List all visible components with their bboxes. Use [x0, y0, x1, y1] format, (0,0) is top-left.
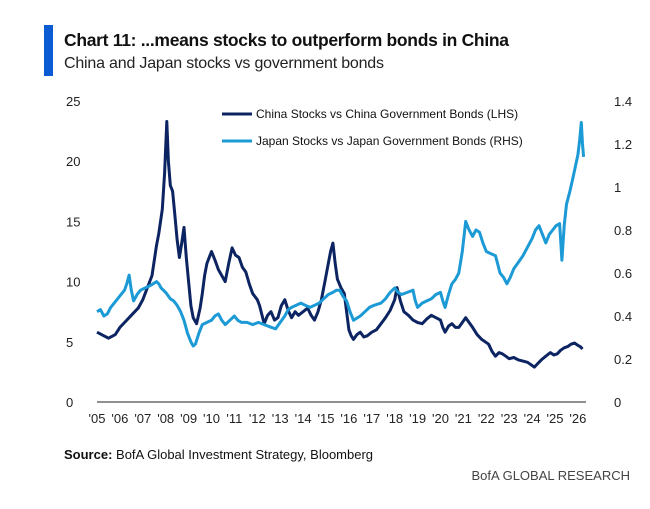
x-tick-label: '15 [318, 411, 335, 426]
x-tick-label: '26 [569, 411, 586, 426]
x-tick-label: '20 [432, 411, 449, 426]
left-y-tick-label: 20 [66, 154, 80, 169]
right-y-tick-label: 0.8 [614, 223, 632, 238]
x-tick-label: '25 [547, 411, 564, 426]
x-tick-label: '23 [501, 411, 518, 426]
x-tick-label: '08 [157, 411, 174, 426]
left-y-tick-label: 10 [66, 275, 80, 290]
chart-subtitle: China and Japan stocks vs government bon… [64, 55, 384, 72]
x-tick-label: '22 [478, 411, 495, 426]
x-tick-label: '05 [89, 411, 106, 426]
chart-title: Chart 11: ...means stocks to outperform … [64, 30, 509, 50]
legend-label-japan: Japan Stocks vs Japan Government Bonds (… [256, 134, 523, 148]
source-text: BofA Global Investment Strategy, Bloombe… [112, 447, 374, 462]
x-tick-label: '17 [363, 411, 380, 426]
left-y-tick-label: 25 [66, 94, 80, 109]
x-tick-label: '13 [272, 411, 289, 426]
x-tick-label: '10 [203, 411, 220, 426]
right-y-tick-label: 1.4 [614, 94, 632, 109]
brand-label: BofA GLOBAL RESEARCH [471, 468, 630, 483]
x-tick-label: '12 [249, 411, 266, 426]
right-y-axis: 0 0.2 0.4 0.6 0.8 1 1.2 1.4 [614, 94, 632, 410]
right-y-tick-label: 0.4 [614, 309, 632, 324]
x-tick-label: '16 [340, 411, 357, 426]
left-y-tick-label: 5 [66, 335, 73, 350]
left-y-tick-label: 15 [66, 214, 80, 229]
right-y-tick-label: 0 [614, 395, 621, 410]
left-y-axis: 0 5 10 15 20 25 [66, 94, 80, 410]
x-tick-label: '14 [295, 411, 312, 426]
x-tick-label: '07 [134, 411, 151, 426]
x-tick-label: '11 [226, 411, 242, 426]
x-axis: '05 '06 '07 '08 '09 '10 '11 '12 '13 '14 '15 '16 '17 '… [89, 411, 587, 426]
right-y-tick-label: 1 [614, 180, 621, 195]
x-tick-label: '09 [180, 411, 197, 426]
series-lines [96, 120, 586, 369]
right-y-tick-label: 0.6 [614, 266, 632, 281]
legend: China Stocks vs China Government Bonds (… [222, 107, 523, 148]
series-line-japan [96, 121, 586, 348]
right-y-tick-label: 0.2 [614, 352, 632, 367]
source-note: Source: BofA Global Investment Strategy,… [64, 447, 373, 462]
source-label: Source: [64, 447, 113, 462]
x-tick-label: '18 [386, 411, 403, 426]
legend-label-china: China Stocks vs China Government Bonds (… [256, 107, 518, 121]
x-tick-label: '06 [111, 411, 128, 426]
right-y-tick-label: 1.2 [614, 137, 632, 152]
series-line-china [96, 120, 584, 369]
x-tick-label: '19 [409, 411, 426, 426]
left-y-tick-label: 0 [66, 395, 73, 410]
title-accent-bar [44, 25, 53, 76]
x-tick-label: '21 [455, 411, 472, 426]
x-tick-label: '24 [524, 411, 541, 426]
